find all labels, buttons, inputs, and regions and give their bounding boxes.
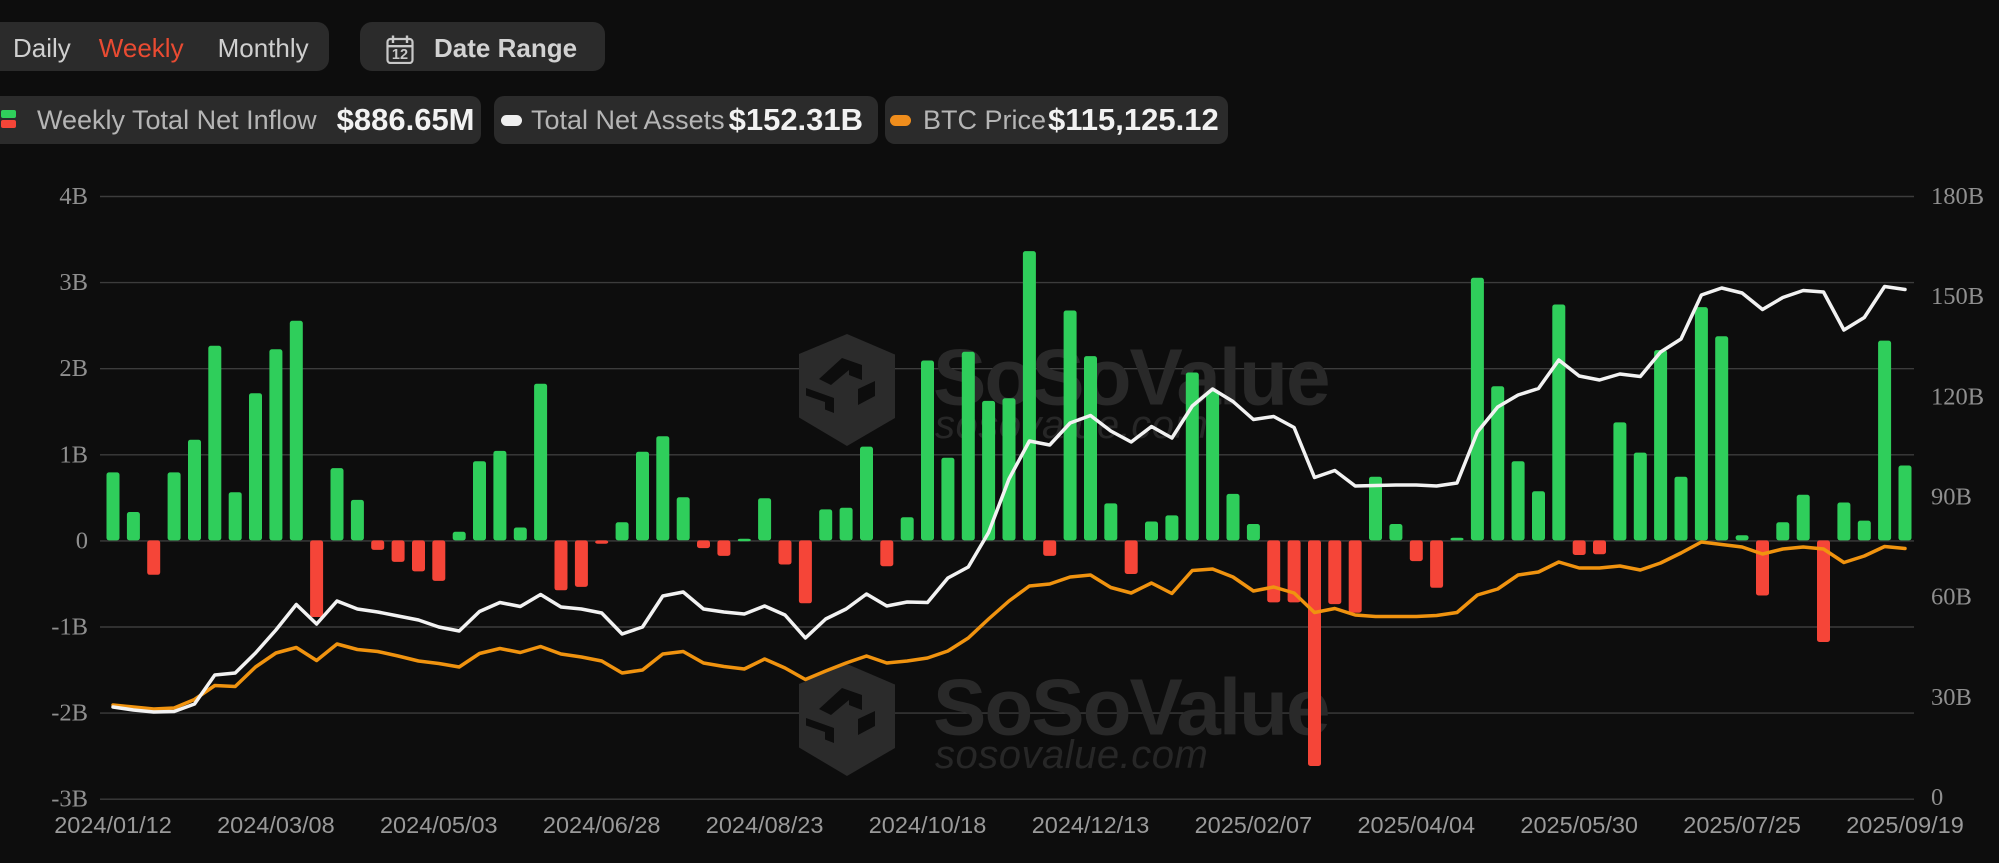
svg-text:2025/05/30: 2025/05/30 [1520,812,1638,838]
svg-text:-2B: -2B [51,700,88,727]
svg-text:60B: 60B [1931,584,1972,611]
svg-text:sosovalue.com: sosovalue.com [935,733,1208,777]
svg-text:2024/10/18: 2024/10/18 [869,812,987,838]
svg-text:2024/03/08: 2024/03/08 [217,812,335,838]
svg-text:2025/07/25: 2025/07/25 [1683,812,1801,838]
svg-text:-3B: -3B [51,786,88,813]
svg-text:-1B: -1B [51,614,88,641]
svg-text:2024/05/03: 2024/05/03 [380,812,498,838]
svg-text:0: 0 [76,527,88,554]
svg-text:SoSoValue: SoSoValue [933,333,1328,422]
svg-text:2025/02/07: 2025/02/07 [1195,812,1313,838]
svg-text:2024/08/23: 2024/08/23 [706,812,824,838]
svg-text:120B: 120B [1931,383,1984,410]
svg-text:3B: 3B [59,269,88,296]
svg-text:2024/06/28: 2024/06/28 [543,812,661,838]
svg-text:150B: 150B [1931,283,1984,310]
svg-text:2025/09/19: 2025/09/19 [1846,812,1964,838]
svg-text:30B: 30B [1931,684,1972,711]
svg-text:SoSoValue: SoSoValue [933,663,1328,752]
svg-text:12: 12 [392,47,408,63]
svg-text:2025/04/04: 2025/04/04 [1357,812,1475,838]
svg-text:90B: 90B [1931,484,1972,511]
svg-text:2024/12/13: 2024/12/13 [1032,812,1150,838]
svg-text:1B: 1B [59,441,88,468]
svg-text:0: 0 [1931,784,1943,811]
svg-text:4B: 4B [59,183,88,210]
svg-text:2B: 2B [59,355,88,382]
svg-text:180B: 180B [1931,183,1984,210]
svg-text:2024/01/12: 2024/01/12 [54,812,172,838]
